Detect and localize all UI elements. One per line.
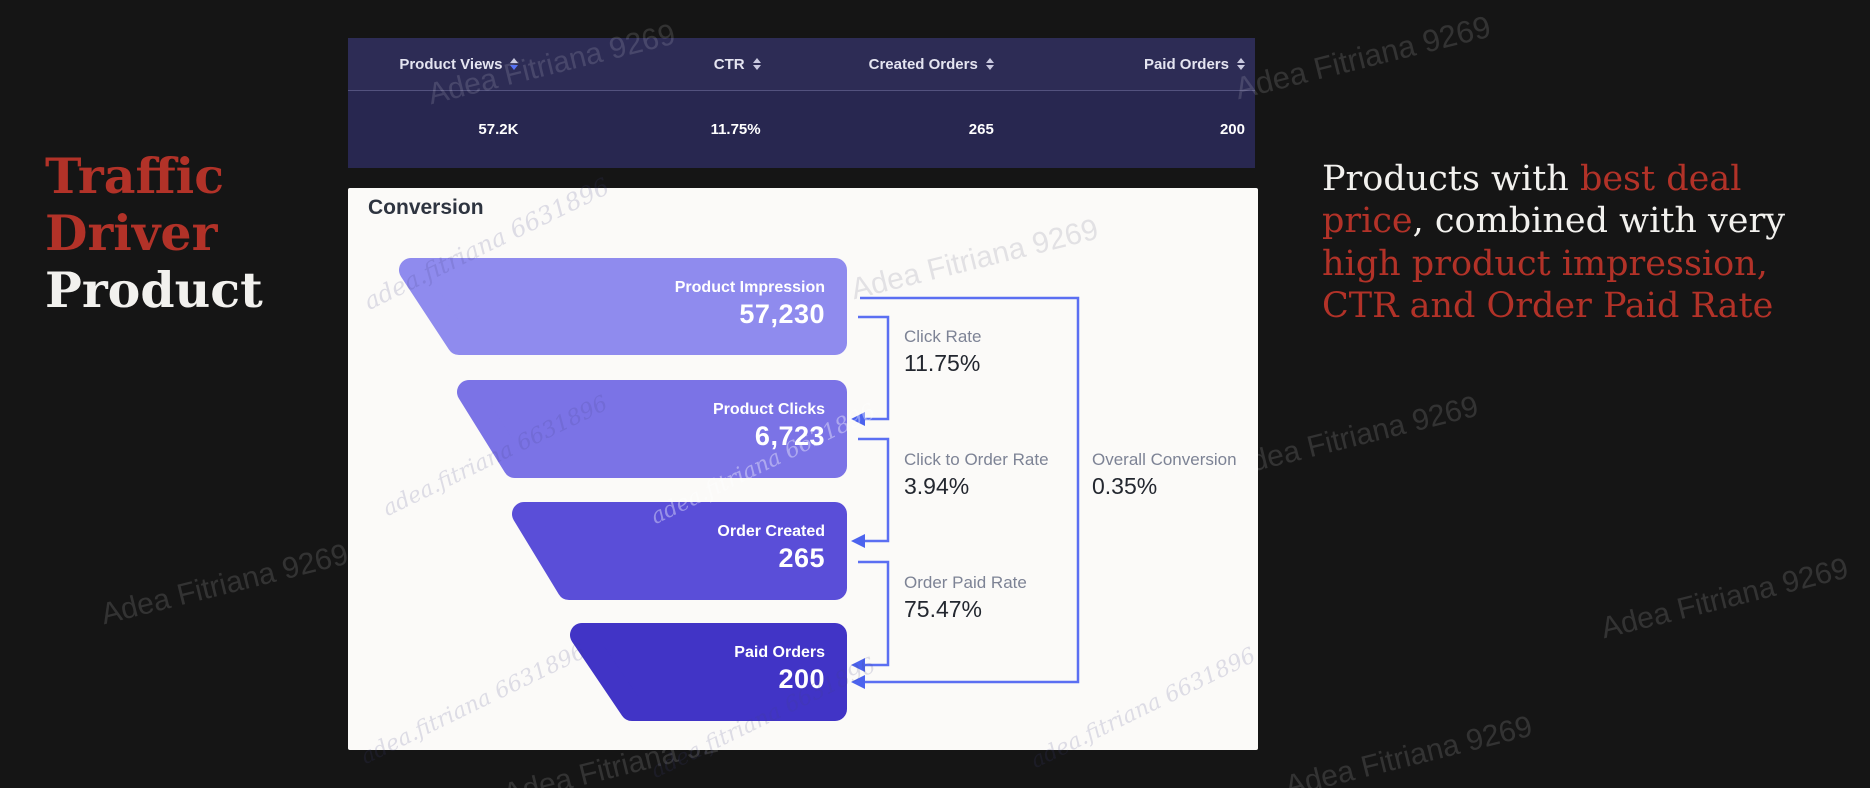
click-to-order-bracket-line bbox=[858, 437, 890, 543]
rate-label: Overall Conversion bbox=[1092, 450, 1237, 469]
metrics-table: Product Views CTR Created Orders Paid Or… bbox=[348, 38, 1255, 168]
column-header-created-orders[interactable]: Created Orders bbox=[761, 56, 994, 73]
rate-click-to-order: Click to Order Rate 3.94% bbox=[904, 449, 1049, 501]
rate-click-rate: Click Rate 11.75% bbox=[904, 326, 981, 378]
stage-value: 200 bbox=[778, 664, 825, 694]
cell-product-views: 57.2K bbox=[478, 121, 519, 138]
watermark: Adea Fitriana 9269 bbox=[1281, 709, 1536, 788]
funnel-stage-text: Product Clicks 6,723 bbox=[713, 400, 825, 452]
stage-label: Paid Orders bbox=[734, 644, 825, 661]
rate-value: 3.94% bbox=[904, 473, 970, 499]
annotation-text: Products with best deal price, combined … bbox=[1322, 159, 1786, 327]
rate-value: 11.75% bbox=[904, 350, 981, 376]
rate-value: 75.47% bbox=[904, 596, 983, 622]
arrow-left-icon bbox=[851, 534, 865, 548]
stage-label: Product Impression bbox=[674, 279, 825, 296]
panel-title: Conversion bbox=[368, 196, 484, 219]
stage-value: 6,723 bbox=[754, 421, 825, 451]
funnel-stage-text: Product Impression 57,230 bbox=[675, 278, 825, 330]
rate-label: Click Rate bbox=[904, 327, 982, 346]
rate-label: Click to Order Rate bbox=[904, 450, 1049, 469]
arrow-left-icon bbox=[851, 658, 865, 672]
cell-created-orders: 265 bbox=[968, 121, 994, 138]
column-header-product-views[interactable]: Product Views bbox=[348, 55, 519, 73]
watermark: Adea Fitriana 9269 bbox=[1597, 551, 1852, 646]
click-rate-bracket-line bbox=[858, 315, 890, 421]
overall-conversion-bracket-line bbox=[860, 296, 1080, 684]
column-header-ctr[interactable]: CTR bbox=[518, 55, 761, 73]
table-header-row: Product Views CTR Created Orders Paid Or… bbox=[348, 38, 1255, 91]
column-header-label: Paid Orders bbox=[1143, 55, 1229, 73]
funnel-segment-product-clicks bbox=[457, 380, 847, 478]
funnel-segment-paid-orders bbox=[570, 623, 847, 721]
stage-value: 265 bbox=[778, 543, 825, 573]
table-row: 57.2K 11.75% 265 200 bbox=[348, 91, 1255, 168]
funnel-stage-text: Paid Orders 200 bbox=[734, 643, 825, 695]
column-header-label: Created Orders bbox=[868, 55, 978, 73]
watermark: Adea Fitriana 9269 bbox=[97, 537, 352, 632]
order-paid-bracket-line bbox=[858, 560, 890, 667]
funnel-stage-text: Order Created 265 bbox=[717, 522, 825, 574]
sort-icon[interactable] bbox=[510, 58, 519, 70]
column-header-label: Product Views bbox=[399, 55, 503, 73]
arrow-left-icon bbox=[851, 412, 865, 426]
conversion-panel: Conversion Product Impression 57,230 bbox=[348, 188, 1258, 750]
sort-icon[interactable] bbox=[752, 58, 761, 70]
funnel-segment-product-impression bbox=[399, 258, 847, 355]
sort-icon[interactable] bbox=[1236, 58, 1245, 70]
rate-label: Order Paid Rate bbox=[904, 573, 1027, 592]
stage-label: Product Clicks bbox=[712, 401, 825, 418]
funnel-segment-order-created bbox=[512, 502, 847, 600]
watermark: Adea Fitriana 9269 bbox=[1231, 8, 1495, 107]
watermark: Adea Fitriana 9269 bbox=[1227, 389, 1482, 484]
stage-value: 57,230 bbox=[739, 299, 825, 329]
rate-overall-conversion: Overall Conversion 0.35% bbox=[1092, 449, 1237, 501]
cell-paid-orders: 200 bbox=[1219, 121, 1245, 138]
sort-icon[interactable] bbox=[985, 58, 994, 70]
stage-label: Order Created bbox=[717, 523, 825, 540]
page-title: Traffic Driver Product bbox=[45, 147, 263, 319]
column-header-label: CTR bbox=[713, 55, 745, 73]
cell-ctr: 11.75% bbox=[710, 121, 761, 138]
rate-order-paid: Order Paid Rate 75.47% bbox=[904, 572, 1027, 624]
column-header-paid-orders[interactable]: Paid Orders bbox=[994, 56, 1245, 73]
arrow-left-icon bbox=[851, 675, 865, 689]
rate-value: 0.35% bbox=[1092, 473, 1158, 499]
funnel-chart bbox=[399, 258, 1080, 721]
